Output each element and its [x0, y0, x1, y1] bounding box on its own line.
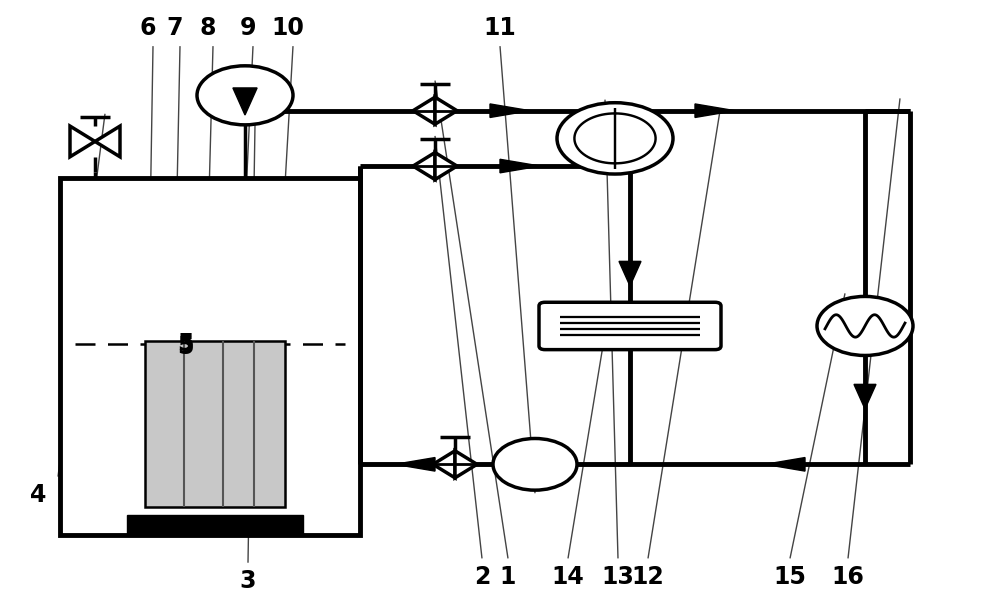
Text: 8: 8	[200, 15, 216, 40]
Bar	[145, 341, 285, 507]
Polygon shape	[395, 458, 435, 471]
Circle shape	[557, 103, 673, 174]
Text: 5: 5	[177, 332, 193, 357]
Polygon shape	[695, 104, 735, 117]
Polygon shape	[70, 126, 95, 157]
Bar	[127, 515, 303, 535]
Text: 9: 9	[240, 15, 256, 40]
Polygon shape	[233, 88, 257, 115]
Polygon shape	[435, 97, 457, 124]
Polygon shape	[490, 104, 530, 117]
Text: 3: 3	[240, 569, 256, 593]
Circle shape	[197, 66, 293, 125]
Text: 4: 4	[30, 483, 46, 507]
Polygon shape	[95, 126, 120, 157]
Text: 2: 2	[474, 565, 490, 589]
Text: 11: 11	[484, 15, 516, 40]
Polygon shape	[433, 451, 455, 478]
Polygon shape	[413, 97, 435, 124]
Text: 5: 5	[177, 335, 193, 360]
Polygon shape	[619, 261, 641, 286]
Text: 13: 13	[602, 565, 634, 589]
Circle shape	[493, 438, 577, 490]
Text: 7: 7	[167, 15, 183, 40]
Text: 12: 12	[632, 565, 664, 589]
Text: 6: 6	[140, 15, 156, 40]
Text: 10: 10	[272, 15, 304, 40]
Circle shape	[817, 296, 913, 355]
Polygon shape	[435, 153, 457, 180]
Text: 16: 16	[832, 565, 864, 589]
Polygon shape	[765, 458, 805, 471]
Text: 14: 14	[552, 565, 584, 589]
Polygon shape	[500, 159, 540, 173]
Polygon shape	[413, 153, 435, 180]
Text: 15: 15	[774, 565, 806, 589]
FancyBboxPatch shape	[539, 303, 721, 349]
Polygon shape	[455, 451, 477, 478]
Bar	[60, 178, 360, 535]
Polygon shape	[854, 384, 876, 409]
Text: 1: 1	[500, 565, 516, 589]
